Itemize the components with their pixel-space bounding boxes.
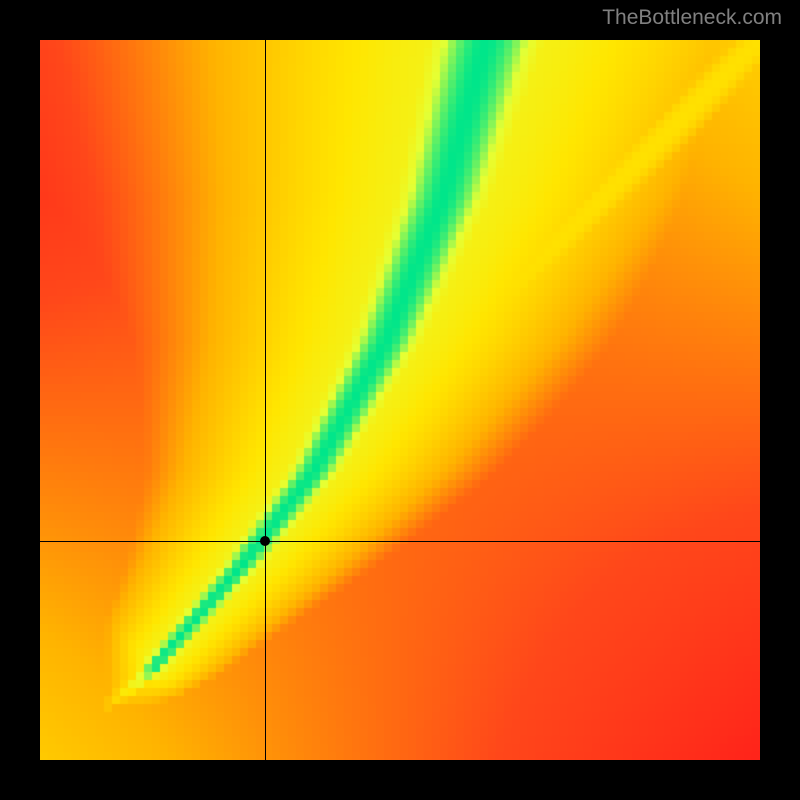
marker-dot: [260, 536, 270, 546]
crosshair-vertical: [265, 40, 266, 760]
watermark: TheBottleneck.com: [602, 6, 782, 30]
crosshair-horizontal: [40, 541, 760, 542]
heatmap-canvas: [40, 40, 760, 760]
heatmap-plot: [40, 40, 760, 760]
